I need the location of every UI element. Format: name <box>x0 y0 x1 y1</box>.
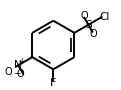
Text: F: F <box>50 78 57 88</box>
Text: Cl: Cl <box>99 12 110 22</box>
Text: +: + <box>19 57 25 66</box>
Text: O: O <box>4 67 12 77</box>
Text: S: S <box>85 20 92 30</box>
Text: O: O <box>89 29 97 39</box>
Text: O: O <box>80 11 88 21</box>
Text: N: N <box>14 60 22 70</box>
Text: O: O <box>17 69 24 79</box>
Text: −: − <box>13 68 20 77</box>
